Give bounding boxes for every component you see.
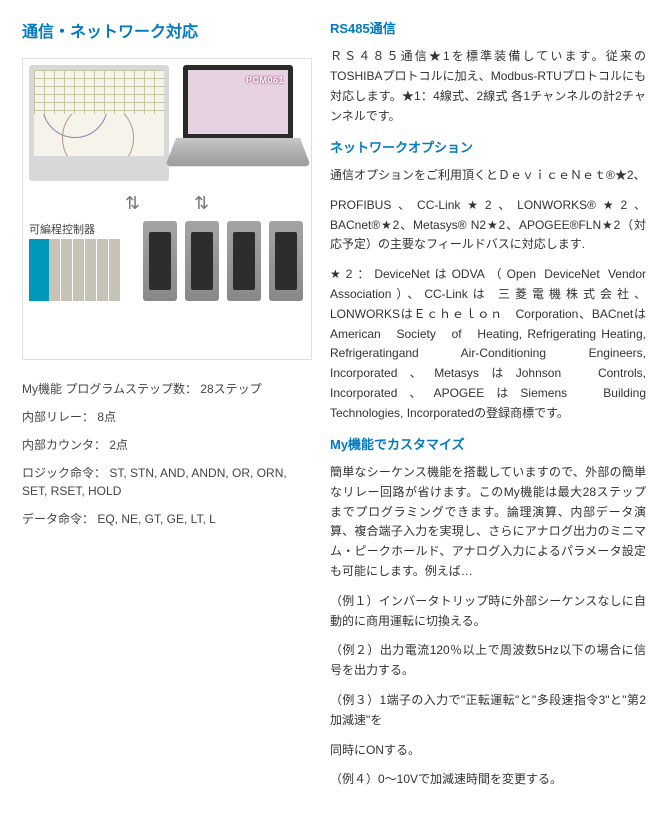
left-column: 通信・ネットワーク対応 PCM061 ⇅ ⇅ 可編程控制器: [22, 18, 312, 538]
section-heading: My機能でカスタマイズ: [330, 434, 646, 455]
specs-block: My機能 プログラムステップ数： 28ステップ内部リレー： 8点内部カウンタ： …: [22, 380, 312, 528]
body-paragraph: （例１）インバータトリップ時に外部シーケンスなしに自動的に商用運転に切換える。: [330, 592, 646, 632]
body-paragraph: ★2：DeviceNetはODVA（Open DeviceNet Vendor …: [330, 265, 646, 423]
body-paragraph: 簡単なシーケンス機能を搭載していますので、外部の簡単なリレー回路が省けます。この…: [330, 463, 646, 582]
arrows-icon: ⇅ ⇅: [29, 189, 305, 215]
laptop-icon: PCM061: [175, 65, 301, 181]
right-column: RS485通信 ＲＳ４８５通信★1を標準装備しています。従来のTOSHIBAプロト…: [330, 18, 646, 800]
body-paragraph: 通信オプションをご利用頂くとＤｅｖｉｃｅＮｅｔ®★2、: [330, 166, 646, 186]
body-paragraph: PROFIBUS、CC-Link★2、LONWORKS®★2、BACnet®★2…: [330, 196, 646, 255]
section-heading: ネットワークオプション: [330, 137, 646, 158]
spec-line: ロジック命令： ST, STN, AND, ANDN, OR, ORN, SET…: [22, 464, 312, 500]
body-paragraph: （例３）1端子の入力で"正転運転"と"多段速指令3"と"第2加減速"を: [330, 691, 646, 731]
inverter-units-icon: [143, 221, 303, 301]
body-paragraph: （例４）0～10Vで加減速時間を変更する。: [330, 770, 646, 790]
body-paragraph: 同時にONする。: [330, 741, 646, 761]
body-paragraph: ＲＳ４８５通信★1を標準装備しています。従来のTOSHIBAプロトコルに加え、M…: [330, 47, 646, 126]
desktop-monitor-icon: [29, 65, 169, 181]
body-paragraph: （例２）出力電流120％以上で周波数5Hz以下の場合に信号を出力する。: [330, 641, 646, 681]
spec-line: 内部カウンタ： 2点: [22, 436, 312, 454]
plc-icon: [29, 239, 135, 301]
figure: PCM061 ⇅ ⇅ 可編程控制器: [22, 58, 312, 360]
laptop-screen-text: PCM061: [246, 75, 284, 85]
spec-line: 内部リレー： 8点: [22, 408, 312, 426]
plc-label: 可編程控制器: [29, 221, 135, 237]
section-heading: RS485通信: [330, 18, 646, 39]
spec-line: データ命令： EQ, NE, GT, GE, LT, L: [22, 510, 312, 528]
page-title: 通信・ネットワーク対応: [22, 18, 312, 42]
spec-line: My機能 プログラムステップ数： 28ステップ: [22, 380, 312, 398]
